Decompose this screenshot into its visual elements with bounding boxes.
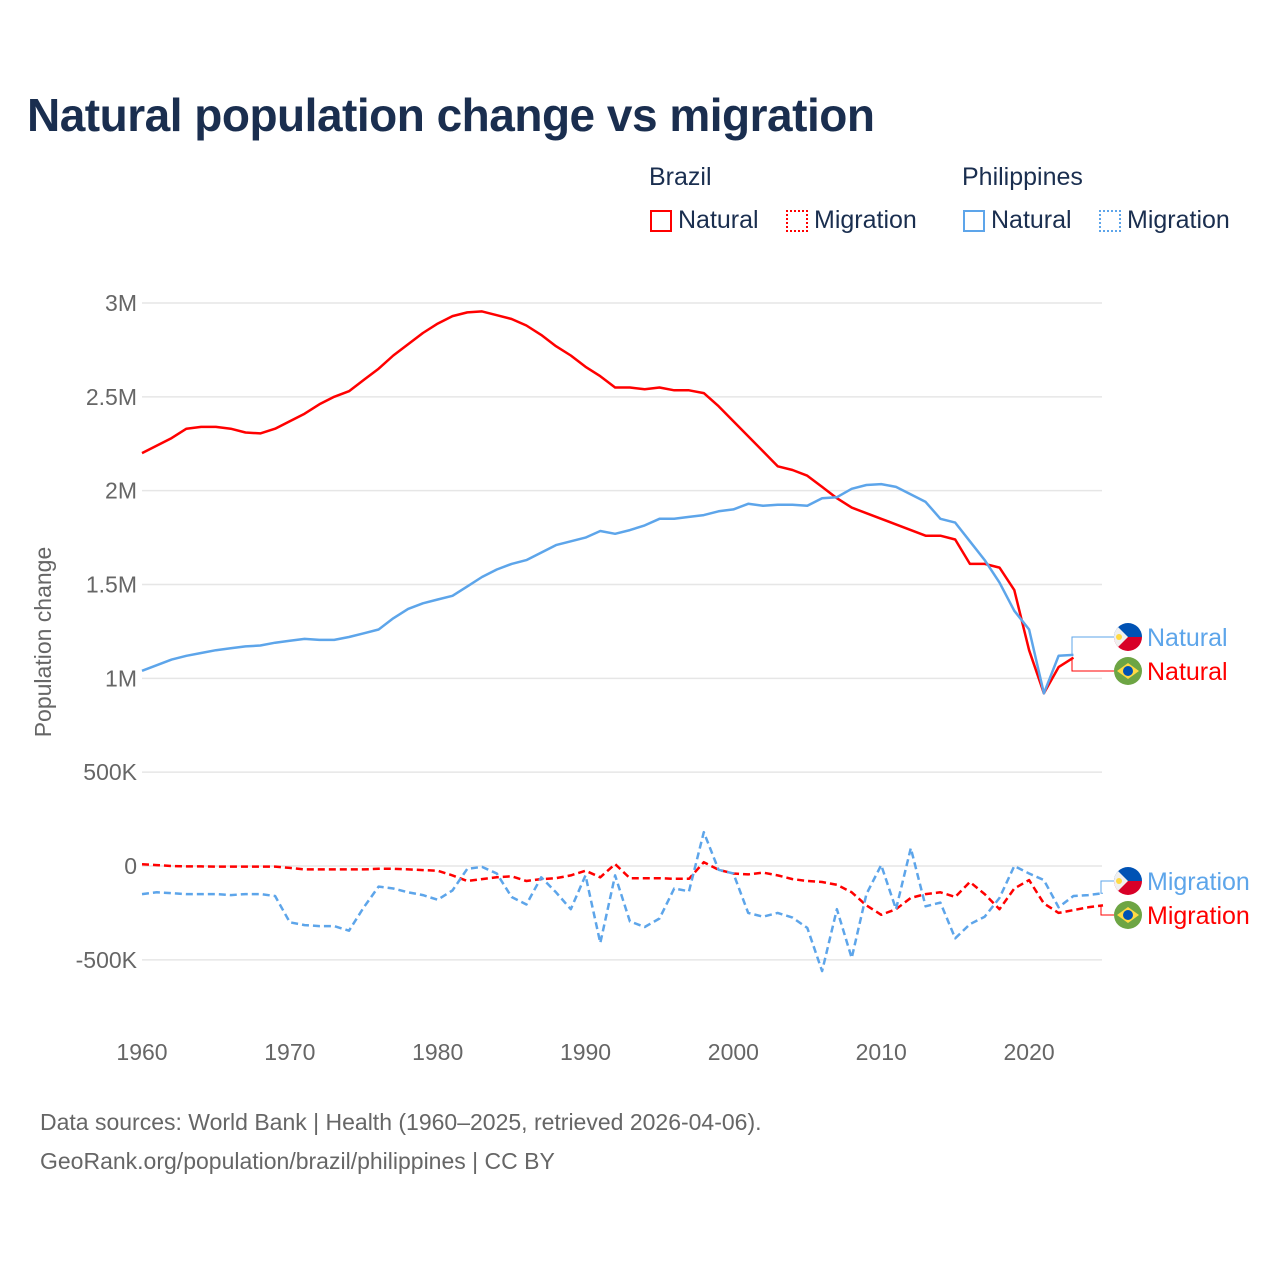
y-tick-label: -500K <box>76 947 138 973</box>
y-tick-label: 2M <box>105 478 137 504</box>
label-connector <box>1100 904 1114 916</box>
philippines-flag-icon <box>1114 867 1142 895</box>
y-tick-label: 2.5M <box>86 384 137 410</box>
legend-group-philippines: Philippines <box>962 163 1083 191</box>
brazil-flag-icon <box>1114 657 1142 685</box>
y-tick-label: 1.5M <box>86 572 137 598</box>
y-axis-label: Population change <box>30 547 56 738</box>
philippines-flag-icon <box>1114 623 1142 651</box>
series-line-philippines-migration[interactable] <box>141 830 1104 973</box>
legend-item-brazil-natural[interactable]: Natural <box>650 206 759 235</box>
legend-label: Migration <box>814 206 917 234</box>
legend-swatch-dotted <box>1099 209 1121 232</box>
end-label: Natural <box>1147 624 1228 652</box>
legend-swatch-dotted <box>786 209 808 232</box>
x-tick-label: 1960 <box>116 1039 167 1065</box>
label-connector <box>1071 636 1114 656</box>
x-tick-label: 1980 <box>412 1039 463 1065</box>
source-note: Data sources: World Bank | Health (1960–… <box>40 1109 762 1135</box>
legend-item-philippines-migration[interactable]: Migration <box>1099 206 1230 235</box>
source-url[interactable]: GeoRank.org/population/brazil/philippine… <box>40 1148 555 1174</box>
series-line-philippines-natural[interactable] <box>141 482 1074 695</box>
legend-item-brazil-migration[interactable]: Migration <box>786 206 917 235</box>
x-tick-label: 2010 <box>856 1039 907 1065</box>
legend-item-philippines-natural[interactable]: Natural <box>963 206 1072 235</box>
label-connector <box>1071 657 1114 672</box>
end-label: Natural <box>1147 658 1228 686</box>
end-label: Migration <box>1147 902 1250 930</box>
chart-title: Natural population change vs migration <box>27 89 875 141</box>
end-label: Migration <box>1147 868 1250 896</box>
legend-label: Natural <box>678 206 759 234</box>
y-tick-label: 0 <box>124 853 137 879</box>
legend-swatch-solid <box>963 209 985 232</box>
series-line-brazil-migration[interactable] <box>141 860 1104 917</box>
label-connector <box>1100 880 1114 894</box>
x-tick-label: 2020 <box>1003 1039 1054 1065</box>
x-tick-label: 1990 <box>560 1039 611 1065</box>
y-tick-label: 3M <box>105 290 137 316</box>
legend-group-brazil: Brazil <box>649 163 712 191</box>
y-tick-label: 1M <box>105 665 137 691</box>
x-tick-label: 2000 <box>708 1039 759 1065</box>
legend-label: Natural <box>991 206 1072 234</box>
legend-label: Migration <box>1127 206 1230 234</box>
series-line-brazil-natural[interactable] <box>141 310 1075 695</box>
legend-swatch-solid <box>650 209 672 232</box>
brazil-flag-icon <box>1114 901 1142 929</box>
y-tick-label: 500K <box>83 759 137 785</box>
x-tick-label: 1970 <box>264 1039 315 1065</box>
